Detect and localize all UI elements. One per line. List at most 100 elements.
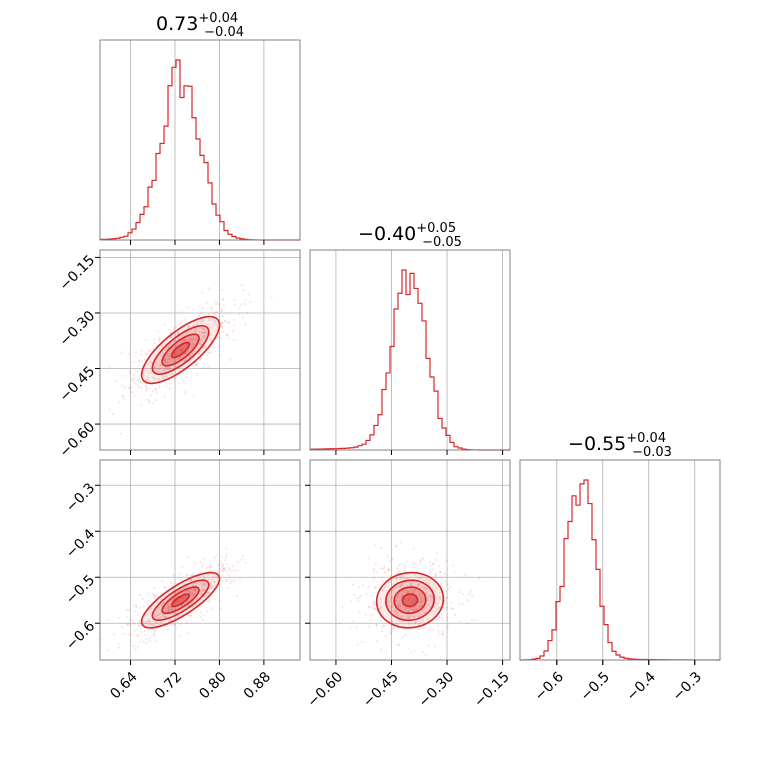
sample-point xyxy=(188,355,192,358)
sample-point xyxy=(406,598,409,601)
sample-point xyxy=(154,398,158,402)
sample-point xyxy=(438,616,441,619)
sample-point xyxy=(431,599,434,602)
sample-point xyxy=(182,380,185,383)
sample-point xyxy=(375,623,378,627)
sample-point xyxy=(201,583,204,587)
sample-point xyxy=(177,615,180,618)
sample-point xyxy=(438,607,441,610)
sample-point xyxy=(439,597,442,600)
sample-point xyxy=(413,600,416,603)
sample-point xyxy=(220,310,223,313)
sample-point xyxy=(224,320,227,323)
sample-point xyxy=(424,587,427,590)
xtick-label-0-0: 0.64 xyxy=(107,669,140,702)
sample-point xyxy=(136,613,140,616)
sample-point xyxy=(167,357,170,360)
sample-point xyxy=(206,354,209,357)
sample-point xyxy=(137,385,141,389)
sample-point xyxy=(407,614,410,617)
title-0-plus: +0.04 xyxy=(198,11,238,26)
sample-point xyxy=(207,324,210,327)
sample-point xyxy=(210,586,213,589)
sample-point xyxy=(217,571,220,574)
sample-point xyxy=(164,373,168,376)
sample-point xyxy=(429,569,432,572)
sample-point xyxy=(442,632,445,635)
sample-point xyxy=(410,601,413,604)
sample-point xyxy=(419,604,422,607)
sample-point xyxy=(434,572,438,575)
sample-point xyxy=(188,590,192,594)
sample-point xyxy=(221,568,225,571)
sample-point xyxy=(147,619,151,622)
sample-point xyxy=(428,579,431,582)
sample-point xyxy=(209,565,212,568)
sample-point xyxy=(438,595,441,598)
sample-point xyxy=(158,367,161,370)
sample-point xyxy=(179,623,182,626)
sample-point xyxy=(166,602,169,605)
sample-point xyxy=(403,590,406,593)
sample-point xyxy=(413,615,416,618)
sample-point xyxy=(391,609,394,612)
sample-point xyxy=(181,565,184,569)
sample-point xyxy=(220,321,223,325)
sample-point xyxy=(190,614,193,617)
sample-point xyxy=(136,633,140,636)
sample-point xyxy=(150,363,153,366)
sample-point xyxy=(383,586,386,589)
sample-point xyxy=(186,326,189,329)
sample-point xyxy=(125,623,128,626)
sample-point xyxy=(373,544,376,547)
sample-point xyxy=(138,360,141,363)
sample-point xyxy=(200,561,203,564)
sample-point xyxy=(190,338,193,341)
sample-point xyxy=(135,605,138,609)
sample-point xyxy=(168,387,171,390)
sample-point xyxy=(244,323,247,326)
sample-point xyxy=(204,583,207,586)
sample-point xyxy=(191,353,194,356)
sample-point xyxy=(420,599,424,603)
sample-point xyxy=(184,381,187,384)
sample-point xyxy=(389,605,392,608)
sample-point xyxy=(144,352,148,355)
sample-point xyxy=(186,590,190,593)
sample-point xyxy=(197,361,200,365)
sample-point xyxy=(222,570,225,573)
sample-point xyxy=(349,600,353,603)
sample-point xyxy=(152,376,155,379)
sample-point xyxy=(420,613,423,616)
sample-point xyxy=(153,586,156,590)
sample-point xyxy=(218,303,221,306)
sample-point xyxy=(399,614,402,618)
sample-point xyxy=(136,634,139,637)
ytick-label-1-2: −0.30 xyxy=(57,308,99,350)
sample-point xyxy=(434,595,438,598)
sample-point xyxy=(444,579,447,583)
sample-point xyxy=(163,357,166,361)
sample-point xyxy=(414,589,417,592)
sample-point xyxy=(191,583,194,586)
sample-point xyxy=(166,357,169,360)
sample-point xyxy=(193,339,196,342)
sample-point xyxy=(425,592,428,595)
sample-point xyxy=(397,613,400,617)
sample-point xyxy=(243,302,246,306)
sample-point xyxy=(158,338,161,341)
sample-point xyxy=(200,338,203,341)
sample-point xyxy=(395,577,398,580)
sample-point xyxy=(397,564,401,567)
sample-point xyxy=(166,346,169,349)
sample-point xyxy=(182,348,185,351)
sample-point xyxy=(153,377,156,380)
sample-point xyxy=(183,391,187,394)
sample-point xyxy=(120,384,123,387)
sample-point xyxy=(375,624,378,627)
sample-point xyxy=(352,583,355,587)
sample-point xyxy=(410,582,413,585)
sample-point xyxy=(225,578,228,581)
sample-point xyxy=(395,586,398,589)
sample-point xyxy=(202,366,205,369)
